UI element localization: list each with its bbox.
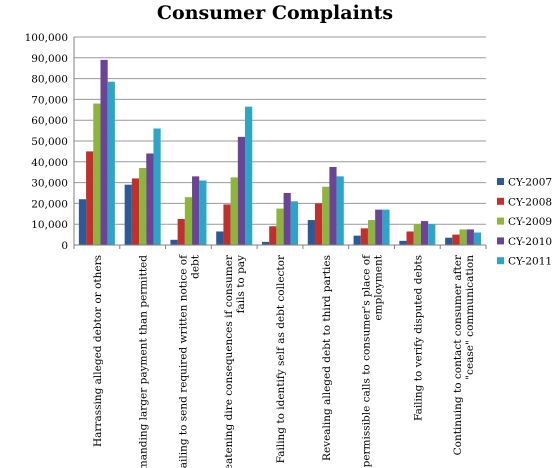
category-label: Harrassing alleged debtor or others	[92, 255, 104, 447]
y-tick-label: 20,000	[31, 198, 68, 210]
bar	[177, 219, 185, 245]
category-label: Failing to identify self as debt collect…	[275, 254, 287, 463]
category-label: Threatening dire consequences if consume…	[223, 254, 235, 468]
bar	[329, 167, 337, 245]
bar	[230, 177, 238, 245]
bar	[466, 229, 474, 245]
y-tick-label: 0	[61, 240, 68, 252]
category-label: fails to pay	[235, 255, 247, 313]
legend-label: CY-2007	[508, 177, 552, 189]
category-label: "cease" communication	[464, 255, 476, 380]
bar	[269, 226, 277, 245]
bar	[223, 204, 231, 245]
bar	[290, 201, 298, 245]
bar	[459, 229, 467, 245]
y-tick-label: 30,000	[31, 178, 68, 190]
bar	[473, 232, 482, 245]
y-tick-label: 40,000	[31, 157, 68, 169]
bar	[399, 240, 407, 245]
category-label: Demanding larger payment than permitted	[138, 255, 150, 468]
bar	[262, 241, 270, 245]
bar	[100, 59, 108, 245]
bar	[139, 168, 147, 245]
bar	[420, 221, 429, 245]
bar	[276, 208, 284, 245]
y-tick-label: 90,000	[31, 53, 68, 65]
category-label: Failing to send required written notice …	[177, 254, 189, 468]
bar	[452, 234, 460, 245]
y-tick-label: 10,000	[31, 219, 68, 231]
bar	[124, 184, 132, 245]
category-label: Revealing alleged debt to third parties	[321, 255, 333, 461]
y-axis-ticks: 0 10,000 20,000 30,000 40,000 50,000 60,000 70,…	[25, 32, 68, 252]
bar	[107, 81, 115, 245]
bar	[307, 220, 315, 245]
bar	[237, 136, 246, 245]
category-label: Failing to verify disputed debts	[412, 255, 424, 421]
x-axis	[73, 37, 487, 249]
bar	[353, 235, 361, 245]
bars	[78, 59, 482, 246]
y-tick-label: 50,000	[31, 136, 68, 148]
bar	[314, 203, 323, 245]
bar	[322, 186, 330, 245]
legend-label: CY-2011	[508, 256, 552, 268]
bar	[360, 228, 368, 245]
category-labels: Harrassing alleged debtor or others Deman…	[92, 254, 476, 468]
bar	[153, 128, 161, 245]
category-label: Impermissible calls to consumer's place …	[361, 254, 373, 468]
legend-swatch	[497, 237, 504, 245]
bar	[131, 178, 140, 245]
bar	[216, 231, 224, 245]
legend-swatch	[497, 197, 504, 205]
legend-swatch	[497, 257, 504, 265]
legend: CY-2007 CY-2008 CY-2009 CY-2010 CY-2011	[497, 177, 552, 268]
bar	[382, 209, 390, 245]
bar	[445, 237, 453, 245]
y-tick-label: 100,000	[25, 32, 68, 44]
legend-swatch	[497, 178, 504, 185]
bar	[375, 209, 383, 245]
bar	[406, 231, 414, 245]
bar	[146, 153, 154, 245]
category-label: employment	[373, 254, 385, 320]
bar	[367, 220, 376, 245]
bar	[192, 176, 200, 245]
y-tick-label: 80,000	[31, 74, 68, 86]
bar	[428, 224, 436, 245]
y-tick-label: 70,000	[31, 94, 68, 106]
chart-title: Consumer Complaints	[157, 2, 393, 24]
bar	[78, 199, 87, 245]
bar	[245, 106, 253, 246]
bar	[93, 103, 101, 245]
bar	[199, 180, 207, 245]
legend-label: CY-2008	[508, 196, 552, 208]
category-label: Continuing to contact consumer after	[452, 254, 464, 455]
legend-label: CY-2009	[508, 216, 552, 228]
bar	[86, 151, 94, 245]
bar	[413, 224, 421, 245]
legend-swatch	[497, 217, 504, 225]
category-label: debt	[189, 254, 201, 279]
bar	[283, 193, 291, 245]
bar	[336, 176, 344, 245]
y-tick-label: 60,000	[31, 115, 68, 127]
bar	[170, 239, 178, 245]
legend-label: CY-2010	[508, 236, 552, 248]
bar	[184, 197, 193, 245]
